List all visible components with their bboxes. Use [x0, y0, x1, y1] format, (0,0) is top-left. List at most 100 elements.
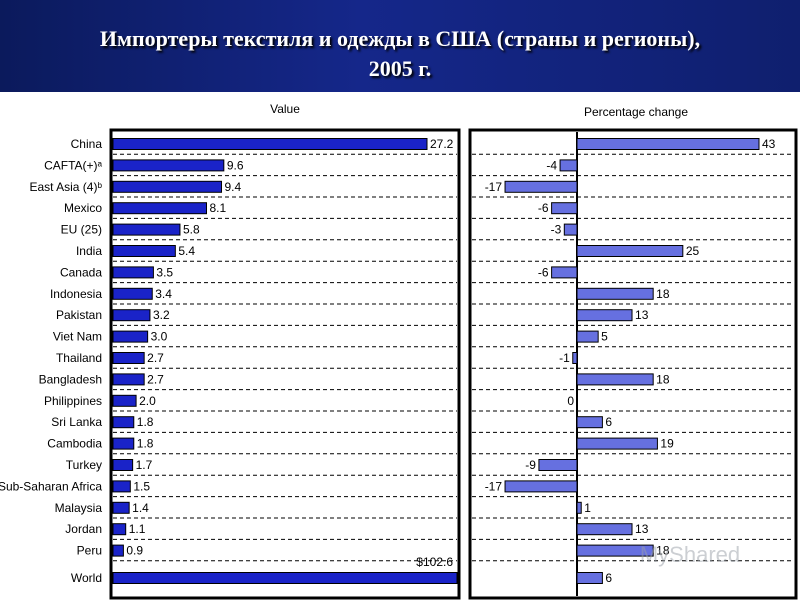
category-label-eu-25: EU (25)	[61, 223, 102, 237]
textile-import-chart: Value China 27.2 CAFTA(+)ᵃ 9.6 East Asia (4)ᵇ…	[0, 102, 798, 600]
percentage-data-label-india: 25	[686, 244, 700, 258]
percentage-bar-jordan	[576, 523, 633, 536]
percentage-bar-peru	[576, 544, 654, 557]
value-data-label-turkey: 1.7	[136, 458, 153, 472]
percentage-data-label-thailand: -1	[559, 351, 570, 365]
value-data-label-pakistan: 3.2	[153, 308, 170, 322]
percentage-data-label-canada: -6	[538, 265, 549, 279]
percentage-bar-turkey	[538, 459, 578, 471]
value-data-label-indonesia: 3.4	[155, 287, 172, 301]
title-banner	[0, 0, 800, 92]
value-bar-turkey	[112, 459, 134, 471]
percentage-bar-canada	[551, 266, 578, 279]
value-data-label-viet-nam: 3.0	[151, 330, 168, 344]
value-bar-cafta	[112, 159, 225, 172]
value-bar-mexico	[112, 202, 208, 215]
category-label-cafta: CAFTA(+)ᵃ	[44, 158, 102, 172]
value-bar-canada	[112, 266, 154, 279]
percentage-bar-china	[576, 138, 760, 150]
slide-title-line-2: 2005 г.	[368, 56, 432, 81]
percentage-data-label-east-asia-4: -17	[485, 180, 503, 194]
percentage-data-label-peru: 18	[656, 544, 670, 558]
category-label-malaysia: Malaysia	[55, 501, 103, 515]
value-data-label-malaysia: 1.4	[132, 501, 149, 515]
percentage-bar-indonesia	[576, 287, 654, 300]
percentage-bar-cafta	[559, 159, 578, 172]
percentage-data-label-world: 6	[605, 571, 612, 585]
percentage-bar-east-asia-4	[504, 180, 578, 193]
category-label-peru: Peru	[77, 544, 102, 558]
percentage-bar-mexico	[551, 202, 578, 215]
value-bar-eu-25	[112, 223, 181, 236]
value-data-label-india: 5.4	[178, 244, 195, 258]
percentage-data-label-sub-saharan-africa: -17	[485, 479, 503, 493]
category-label-bangladesh: Bangladesh	[39, 372, 102, 386]
percentage-data-label-eu-25: -3	[551, 223, 562, 237]
value-bar-sri-lanka	[112, 416, 135, 429]
value-data-label-philippines: 2.0	[139, 394, 156, 408]
category-label-turkey: Turkey	[66, 458, 102, 472]
watermark-text: MyShared	[640, 542, 740, 567]
value-bar-philippines	[112, 394, 137, 407]
percentage-data-label-philippines: 0	[567, 394, 574, 408]
value-panel-title: Value	[270, 102, 300, 116]
value-data-label-mexico: 8.1	[210, 201, 227, 215]
category-label-indonesia: Indonesia	[50, 287, 102, 301]
value-bar-world	[112, 572, 458, 584]
value-bar-malaysia	[112, 501, 130, 514]
value-bar-pakistan	[112, 309, 151, 322]
category-label-philippines: Philippines	[44, 394, 102, 408]
percentage-data-label-cambodia: 19	[660, 437, 674, 451]
percentage-data-label-indonesia: 18	[656, 287, 670, 301]
value-data-label-jordan: 1.1	[129, 522, 146, 536]
percentage-bar-viet-nam	[576, 330, 599, 343]
percentage-data-label-china: 43	[762, 137, 776, 151]
category-label-mexico: Mexico	[64, 201, 102, 215]
percentage-data-label-bangladesh: 18	[656, 372, 670, 386]
slide-title: Импортеры текстиля и одежды в США (стран…	[0, 24, 800, 84]
value-bar-viet-nam	[112, 330, 149, 343]
percentage-bar-bangladesh	[576, 373, 654, 386]
percentage-bar-pakistan	[576, 309, 633, 322]
percentage-panel-title: Percentage change	[584, 105, 688, 119]
value-data-label-china: 27.2	[430, 137, 454, 151]
category-label-china: China	[71, 137, 103, 151]
percentage-data-label-viet-nam: 5	[601, 330, 608, 344]
category-label-jordan: Jordan	[65, 522, 102, 536]
value-data-label-sub-saharan-africa: 1.5	[133, 479, 150, 493]
value-data-label-thailand: 2.7	[147, 351, 164, 365]
value-data-label-cambodia: 1.8	[137, 437, 154, 451]
value-data-label-peru: 0.9	[126, 544, 143, 558]
value-bar-india	[112, 245, 176, 257]
category-label-india: India	[76, 244, 102, 258]
percentage-panel-frame	[468, 128, 798, 600]
category-label-sub-saharan-africa: Sub-Saharan Africa	[0, 479, 102, 493]
category-label-cambodia: Cambodia	[47, 437, 102, 451]
category-label-east-asia-4: East Asia (4)ᵇ	[29, 180, 102, 194]
percentage-bar-sub-saharan-africa	[504, 480, 578, 493]
value-data-label-eu-25: 5.8	[183, 223, 200, 237]
value-bar-china	[112, 138, 428, 150]
category-label-canada: Canada	[60, 265, 102, 279]
category-label-thailand: Thailand	[56, 351, 102, 365]
value-bar-bangladesh	[112, 373, 145, 386]
percentage-data-label-mexico: -6	[538, 201, 549, 215]
value-data-label-east-asia-4: 9.4	[225, 180, 242, 194]
percentage-bar-sri-lanka	[576, 416, 603, 429]
slide-title-line-1: Импортеры текстиля и одежды в США (стран…	[99, 26, 701, 51]
value-bar-cambodia	[112, 437, 135, 450]
percentage-bar-india	[576, 245, 684, 257]
percentage-data-label-cafta: -4	[546, 158, 557, 172]
percentage-bar-thailand	[572, 352, 578, 364]
value-bar-peru	[112, 544, 124, 557]
percentage-bar-cambodia	[576, 437, 658, 450]
value-bar-sub-saharan-africa	[112, 480, 131, 493]
value-data-label-canada: 3.5	[156, 265, 173, 279]
category-label-pakistan: Pakistan	[56, 308, 102, 322]
percentage-data-label-pakistan: 13	[635, 308, 649, 322]
category-label-viet-nam: Viet Nam	[53, 330, 102, 344]
percentage-data-label-sri-lanka: 6	[605, 415, 612, 429]
category-label-world: World	[71, 571, 102, 585]
percentage-data-label-malaysia: 1	[584, 501, 591, 515]
value-data-label-bangladesh: 2.7	[147, 372, 164, 386]
